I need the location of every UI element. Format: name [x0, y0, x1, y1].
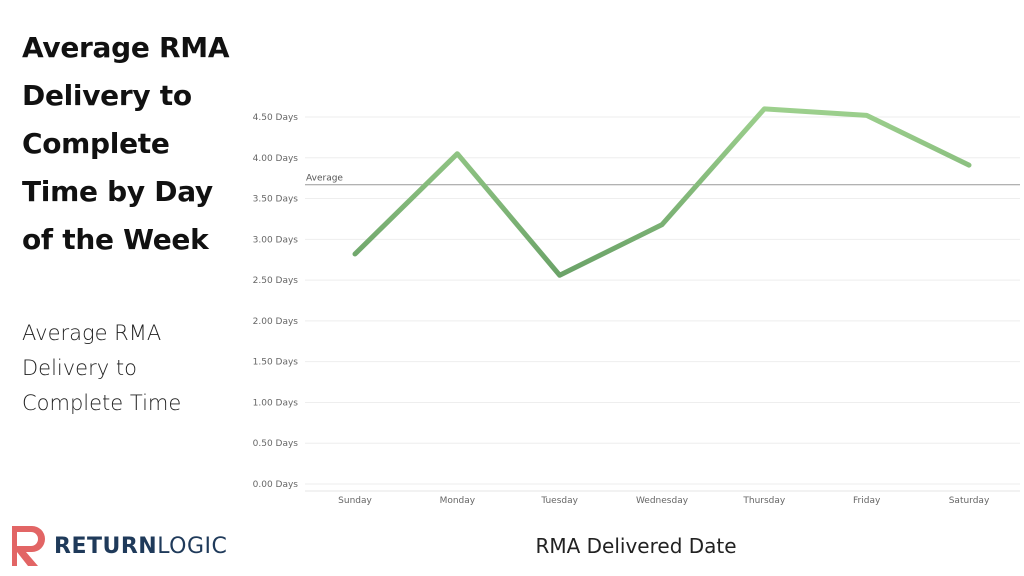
- data-point[interactable]: [354, 253, 357, 256]
- data-point[interactable]: [865, 114, 868, 117]
- x-tick-label: Friday: [853, 496, 881, 506]
- y-axis-ticks: 0.00 Days 0.50 Days 1.00 Days 1.50 Days 2.00…: [253, 113, 299, 490]
- returnlogic-mark-icon: [12, 526, 45, 566]
- y-tick-label: 2.50 Days: [253, 276, 299, 286]
- x-tick-label: Saturday: [949, 496, 990, 506]
- y-tick-label: 3.50 Days: [253, 195, 299, 205]
- x-tick-label: Sunday: [338, 496, 372, 506]
- average-reference: Average: [305, 174, 1020, 186]
- x-tick-label: Wednesday: [636, 496, 689, 506]
- average-reference-label: Average: [306, 174, 343, 184]
- y-tick-label: 3.00 Days: [253, 235, 299, 245]
- x-tick-label: Thursday: [742, 496, 786, 506]
- y-tick-label: 0.00 Days: [253, 480, 299, 490]
- returnlogic-logo: RETURNLOGIC: [8, 524, 227, 568]
- series-line-layer: [352, 106, 972, 278]
- page-title: Average RMA Delivery to Complete Time by…: [22, 31, 230, 256]
- x-axis-label: RMA Delivered Date: [535, 534, 737, 558]
- x-tick-label: Tuesday: [540, 496, 578, 506]
- y-tick-label: 0.50 Days: [253, 439, 299, 449]
- data-point[interactable]: [456, 152, 459, 155]
- series-line: [352, 106, 972, 278]
- logo-wordmark: RETURNLOGIC: [54, 534, 227, 559]
- y-tick-label: 1.00 Days: [253, 398, 299, 408]
- logo-word-logic: LOGIC: [157, 533, 228, 559]
- data-point[interactable]: [968, 164, 971, 167]
- data-point[interactable]: [763, 107, 766, 110]
- x-tick-label: Monday: [440, 496, 476, 506]
- data-point[interactable]: [661, 223, 664, 226]
- y-tick-label: 1.50 Days: [253, 358, 299, 368]
- y-tick-label: 4.50 Days: [253, 113, 299, 123]
- page-subtitle: Average RMA Delivery to Complete Time: [22, 321, 182, 415]
- grid-lines: [305, 116, 1020, 492]
- logo-word-return: RETURN: [54, 533, 158, 559]
- x-axis-ticks: Sunday Monday Tuesday Wednesday Thursday Frid…: [338, 496, 990, 506]
- data-point[interactable]: [558, 274, 561, 277]
- y-tick-label: 2.00 Days: [253, 317, 299, 327]
- y-tick-label: 4.00 Days: [253, 154, 299, 164]
